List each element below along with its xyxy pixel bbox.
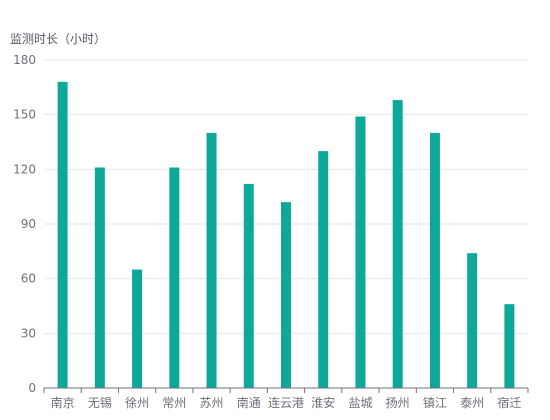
x-tick-label: 扬州 bbox=[386, 395, 410, 410]
x-tick-label: 淮安 bbox=[311, 395, 335, 410]
x-tick-label: 镇江 bbox=[423, 396, 447, 410]
x-tick-label: 南京 bbox=[51, 395, 75, 410]
x-axis-labels: 南京 无锡 徐州 常州 苏州 南通 连云港 淮安 盐城 扬州 镇江 泰州 宿迁 bbox=[51, 395, 522, 410]
x-tick-label: 南通 bbox=[237, 395, 261, 410]
bar-无锡 bbox=[94, 167, 105, 388]
bar-常州 bbox=[169, 167, 180, 388]
bars bbox=[57, 81, 515, 388]
bar-淮安 bbox=[318, 151, 329, 388]
x-tick-label: 苏州 bbox=[200, 396, 224, 410]
y-tick-label: 30 bbox=[21, 326, 36, 340]
bar-徐州 bbox=[132, 269, 143, 388]
bar-苏州 bbox=[206, 132, 217, 388]
bar-宿迁 bbox=[504, 304, 515, 388]
x-tick-label: 宿迁 bbox=[497, 395, 521, 410]
y-tick-label: 60 bbox=[21, 272, 36, 286]
x-axis bbox=[43, 387, 529, 393]
x-tick-label: 连云港 bbox=[268, 395, 304, 410]
y-tick-label: 180 bbox=[13, 53, 36, 67]
y-axis-title: 监测时长（小时） bbox=[10, 32, 106, 46]
x-tick-label: 常州 bbox=[162, 396, 186, 410]
bar-盐城 bbox=[355, 116, 366, 388]
x-tick-label: 盐城 bbox=[348, 396, 372, 410]
bar-连云港 bbox=[281, 202, 291, 388]
bar-南京 bbox=[57, 81, 68, 388]
bar-南通 bbox=[243, 183, 254, 388]
y-tick-label: 120 bbox=[13, 162, 36, 176]
bar-扬州 bbox=[392, 100, 403, 388]
y-tick-label: 0 bbox=[28, 381, 36, 395]
y-tick-label: 150 bbox=[13, 108, 36, 122]
x-tick-label: 无锡 bbox=[88, 395, 112, 410]
bar-泰州 bbox=[467, 253, 478, 388]
x-tick-label: 泰州 bbox=[460, 396, 484, 410]
y-tick-label: 90 bbox=[21, 217, 36, 231]
bar-镇江 bbox=[429, 132, 440, 388]
y-axis: 0 30 60 90 120 150 180 bbox=[13, 53, 36, 395]
x-tick-label: 徐州 bbox=[125, 395, 149, 410]
